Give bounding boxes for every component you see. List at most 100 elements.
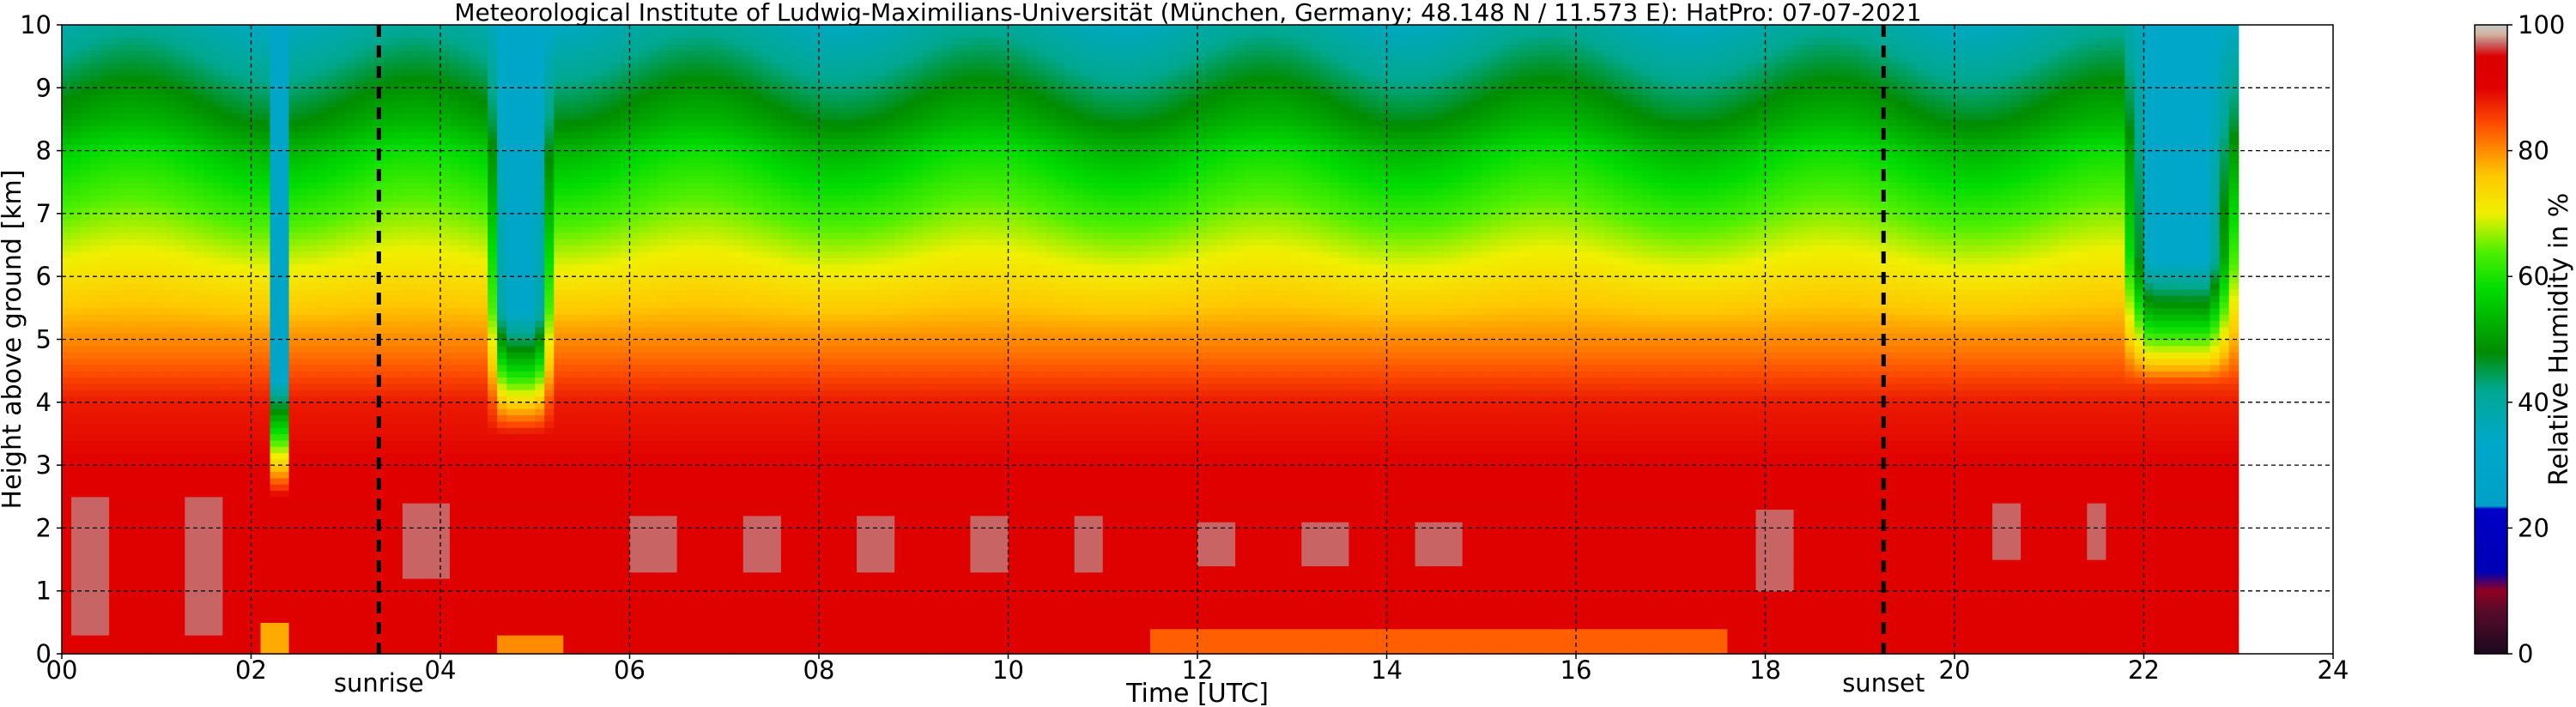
heatmap-cell (364, 156, 375, 164)
heatmap-cell (326, 326, 337, 334)
heatmap-cell (81, 635, 91, 642)
heatmap-cell (430, 408, 441, 416)
heatmap-cell (118, 188, 129, 196)
heatmap-cell (147, 396, 157, 403)
heatmap-cell (488, 182, 498, 190)
heatmap-cell (430, 326, 441, 334)
heatmap-cell (326, 50, 337, 57)
heatmap-cell (317, 647, 328, 655)
heatmap-cell (459, 94, 470, 101)
heatmap-cell (81, 137, 91, 145)
heatmap-cell (213, 251, 224, 258)
heatmap-cell (232, 263, 243, 271)
heatmap-cell (109, 402, 119, 409)
heatmap-cell (251, 43, 262, 51)
heatmap-cell (355, 647, 366, 655)
heatmap-cell (194, 528, 204, 535)
heatmap-cell (137, 232, 148, 239)
heatmap-cell (232, 490, 243, 498)
heatmap-cell (402, 144, 413, 152)
heatmap-cell (166, 156, 176, 164)
heatmap-cell (298, 433, 309, 441)
heatmap-cell (459, 288, 470, 296)
heatmap-cell (478, 641, 488, 649)
heatmap-cell (497, 194, 507, 202)
heatmap-cell (147, 458, 157, 466)
heatmap-cell (497, 414, 507, 422)
heatmap-cell (506, 88, 517, 95)
heatmap-cell (222, 358, 233, 366)
heatmap-cell (147, 364, 157, 372)
heatmap-cell (137, 43, 148, 51)
heatmap-cell (203, 112, 215, 120)
heatmap-cell (90, 641, 100, 649)
heatmap-cell (109, 333, 119, 341)
heatmap-cell (90, 528, 100, 535)
heatmap-cell (90, 282, 100, 290)
heatmap-cell (241, 647, 252, 655)
heatmap-cell (90, 320, 100, 328)
heatmap-cell (100, 541, 110, 547)
heatmap-cell (307, 609, 318, 617)
heatmap-cell (307, 541, 318, 547)
heatmap-cell (411, 31, 422, 39)
heatmap-cell (137, 81, 148, 88)
heatmap-cell (251, 326, 262, 334)
heatmap-cell (137, 597, 148, 604)
heatmap-cell (497, 371, 507, 378)
heatmap-cell (402, 358, 413, 366)
heatmap-cell (307, 414, 318, 422)
heatmap-cell (100, 94, 110, 101)
heatmap-cell (307, 484, 318, 492)
heatmap-cell (497, 301, 507, 309)
heatmap-cell (459, 358, 470, 366)
heatmap-cell (62, 276, 72, 284)
heatmap-cell (147, 25, 157, 32)
heatmap-cell (336, 396, 347, 403)
heatmap-cell (326, 578, 337, 585)
heatmap-cell (185, 69, 195, 76)
heatmap-cell (364, 137, 375, 145)
heatmap-cell (402, 515, 413, 523)
heatmap-cell (232, 333, 243, 341)
heatmap-cell (478, 547, 488, 554)
heatmap-cell (364, 571, 375, 579)
heatmap-cell (459, 144, 470, 152)
heatmap-cell (213, 314, 224, 322)
heatmap-cell (213, 125, 224, 133)
heatmap-cell (279, 609, 290, 617)
heatmap-cell (194, 571, 204, 579)
heatmap-cell (251, 226, 262, 233)
heatmap-cell (147, 118, 157, 126)
heatmap-cell (137, 50, 148, 57)
heatmap-cell (336, 106, 347, 114)
heatmap-cell (440, 452, 451, 460)
heatmap-cell (440, 207, 451, 215)
heatmap-cell (355, 43, 366, 51)
heatmap-cell (232, 541, 243, 547)
heatmap-cell (109, 647, 119, 655)
heatmap-cell (402, 339, 413, 347)
heatmap-cell (440, 50, 451, 57)
heatmap-cell (364, 364, 375, 372)
heatmap-cell (241, 100, 252, 107)
heatmap-cell (355, 56, 366, 63)
heatmap-cell (251, 37, 262, 45)
heatmap-cell (345, 465, 356, 473)
heatmap-cell (213, 301, 224, 309)
heatmap-cell (288, 100, 300, 107)
heatmap-cell (156, 547, 167, 554)
heatmap-cell (156, 408, 167, 416)
heatmap-cell (213, 269, 224, 277)
heatmap-cell (260, 352, 271, 360)
heatmap-cell (326, 69, 337, 76)
heatmap-cell (525, 352, 536, 360)
heatmap-cell (345, 131, 356, 139)
heatmap-cell (411, 565, 422, 573)
heatmap-cell (383, 490, 394, 498)
heatmap-cell (81, 100, 91, 107)
heatmap-cell (100, 150, 110, 158)
heatmap-cell (307, 420, 318, 428)
heatmap-cell (440, 226, 451, 233)
heatmap-cell (251, 169, 262, 177)
